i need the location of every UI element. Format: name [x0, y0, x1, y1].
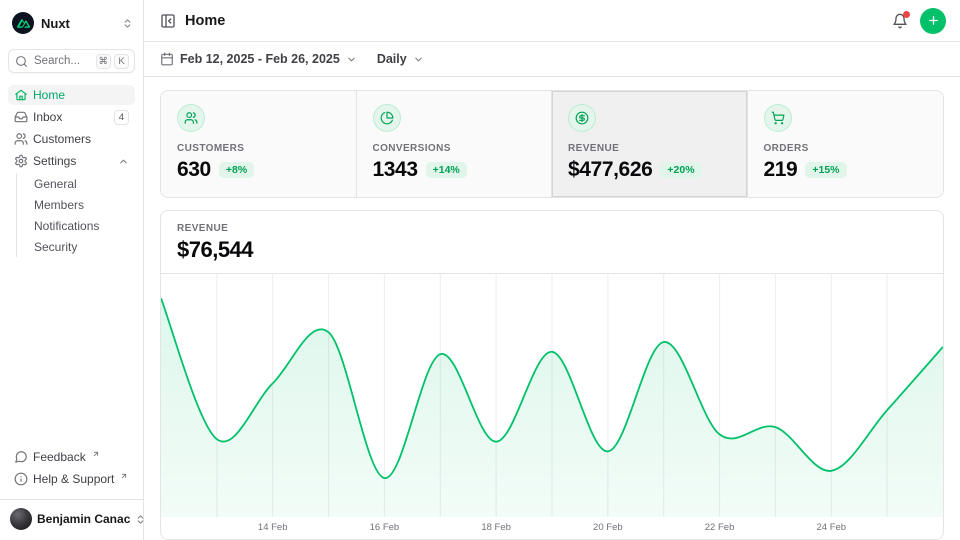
gear-icon — [14, 154, 28, 168]
sidebar-item-security[interactable]: Security — [34, 236, 135, 257]
stat-delta-badge: +20% — [660, 162, 701, 178]
main-area: Home Feb 12, 2025 - Feb 26, 2025 — [144, 0, 960, 540]
stat-value: 219 — [764, 158, 798, 182]
chat-bubble-icon — [14, 450, 28, 464]
search-shortcut: ⌘ K — [96, 54, 130, 69]
chevron-up-down-icon — [122, 18, 133, 29]
stat-card-orders[interactable]: ORDERS 219 +15% — [748, 91, 944, 197]
search-placeholder: Search... — [34, 55, 80, 67]
dashboard-content: CUSTOMERS 630 +8% CONVERSIONS 1343 +14% — [144, 77, 960, 540]
sidebar-item-members[interactable]: Members — [34, 194, 135, 215]
help-support-label: Help & Support — [33, 472, 114, 486]
chevron-up-icon — [118, 156, 129, 167]
search-icon — [15, 55, 28, 68]
x-axis-label: 18 Feb — [481, 522, 511, 533]
x-axis-label: 14 Feb — [258, 522, 288, 533]
date-range-label: Feb 12, 2025 - Feb 26, 2025 — [180, 52, 340, 66]
search-input[interactable]: Search... ⌘ K — [8, 49, 135, 73]
collapse-sidebar-button[interactable] — [160, 13, 176, 29]
external-link-icon — [120, 472, 128, 480]
sidebar-item-label: Settings — [33, 154, 76, 168]
avatar — [10, 508, 32, 530]
help-support-link[interactable]: Help & Support — [8, 469, 135, 489]
external-link-icon — [92, 450, 100, 458]
sidebar-item-label: Customers — [33, 132, 91, 146]
revenue-area-chart[interactable] — [161, 274, 943, 517]
workspace-name: Nuxt — [41, 16, 70, 31]
settings-submenu: General Members Notifications Security — [16, 173, 135, 257]
sidebar-item-home[interactable]: Home — [8, 85, 135, 105]
x-axis-label: 20 Feb — [593, 522, 623, 533]
kbd-cmd: ⌘ — [96, 54, 112, 69]
nuxt-logo-icon — [12, 12, 34, 34]
pie-chart-icon — [373, 104, 401, 132]
stat-label: CUSTOMERS — [177, 143, 340, 154]
chevron-down-icon — [346, 54, 357, 65]
chevron-down-icon — [413, 54, 424, 65]
user-name: Benjamin Canac — [37, 512, 130, 526]
app-window: Nuxt Search... ⌘ K Home — [0, 0, 960, 540]
plus-icon — [927, 14, 940, 27]
stat-card-customers[interactable]: CUSTOMERS 630 +8% — [161, 91, 357, 197]
page-title: Home — [185, 13, 225, 29]
home-icon — [14, 88, 28, 102]
stat-card-revenue[interactable]: REVENUE $477,626 +20% — [552, 91, 748, 197]
stat-delta-badge: +15% — [805, 162, 846, 178]
stats-row: CUSTOMERS 630 +8% CONVERSIONS 1343 +14% — [160, 90, 944, 198]
inbox-count-badge: 4 — [114, 110, 129, 125]
notifications-button[interactable] — [892, 13, 908, 29]
add-button[interactable] — [920, 8, 946, 34]
chart-metric-value: $76,544 — [177, 237, 927, 263]
users-icon — [177, 104, 205, 132]
period-label: Daily — [377, 52, 407, 66]
top-bar: Home — [144, 0, 960, 42]
date-range-picker[interactable]: Feb 12, 2025 - Feb 26, 2025 — [160, 52, 357, 66]
stat-delta-badge: +14% — [426, 162, 467, 178]
stat-value: 630 — [177, 158, 211, 182]
feedback-link[interactable]: Feedback — [8, 447, 135, 467]
workspace-switcher[interactable]: Nuxt — [8, 10, 135, 36]
users-icon — [14, 132, 28, 146]
stat-label: REVENUE — [568, 143, 731, 154]
stat-value: $477,626 — [568, 158, 652, 182]
sidebar-item-label: Inbox — [33, 110, 62, 124]
feedback-label: Feedback — [33, 450, 86, 464]
sidebar-spacer — [8, 257, 135, 447]
x-axis: 14 Feb 16 Feb 18 Feb 20 Feb 22 Feb 24 Feb — [161, 517, 943, 539]
x-axis-label: 16 Feb — [370, 522, 400, 533]
sidebar-item-notifications[interactable]: Notifications — [34, 215, 135, 236]
info-icon — [14, 472, 28, 486]
top-bar-actions — [892, 8, 946, 34]
sidebar-item-customers[interactable]: Customers — [8, 129, 135, 149]
notification-dot — [903, 11, 910, 18]
sidebar-divider — [0, 499, 143, 500]
chart-metric-label: REVENUE — [177, 223, 927, 234]
kbd-k: K — [114, 54, 129, 69]
shopping-cart-icon — [764, 104, 792, 132]
sidebar-item-inbox[interactable]: Inbox 4 — [8, 107, 135, 127]
stat-label: CONVERSIONS — [373, 143, 536, 154]
circle-dollar-icon — [568, 104, 596, 132]
inbox-icon — [14, 110, 28, 124]
sidebar-nav: Home Inbox 4 Customers Settings — [8, 85, 135, 257]
sidebar-item-settings[interactable]: Settings — [8, 151, 135, 171]
stat-label: ORDERS — [764, 143, 928, 154]
filters-toolbar: Feb 12, 2025 - Feb 26, 2025 Daily — [144, 42, 960, 77]
x-axis-label: 24 Feb — [816, 522, 846, 533]
sidebar-item-label: Home — [33, 88, 65, 102]
sidebar-item-general[interactable]: General — [34, 173, 135, 194]
stat-delta-badge: +8% — [219, 162, 254, 178]
x-axis-label: 22 Feb — [705, 522, 735, 533]
revenue-chart-card: REVENUE $76,544 14 Feb 16 Feb 18 Feb 20 Feb… — [160, 210, 944, 540]
user-menu[interactable]: Benjamin Canac — [8, 506, 135, 532]
period-select[interactable]: Daily — [377, 52, 424, 66]
stat-card-conversions[interactable]: CONVERSIONS 1343 +14% — [357, 91, 553, 197]
calendar-icon — [160, 52, 174, 66]
stat-value: 1343 — [373, 158, 418, 182]
sidebar: Nuxt Search... ⌘ K Home — [0, 0, 144, 540]
chart-header: REVENUE $76,544 — [161, 211, 943, 274]
